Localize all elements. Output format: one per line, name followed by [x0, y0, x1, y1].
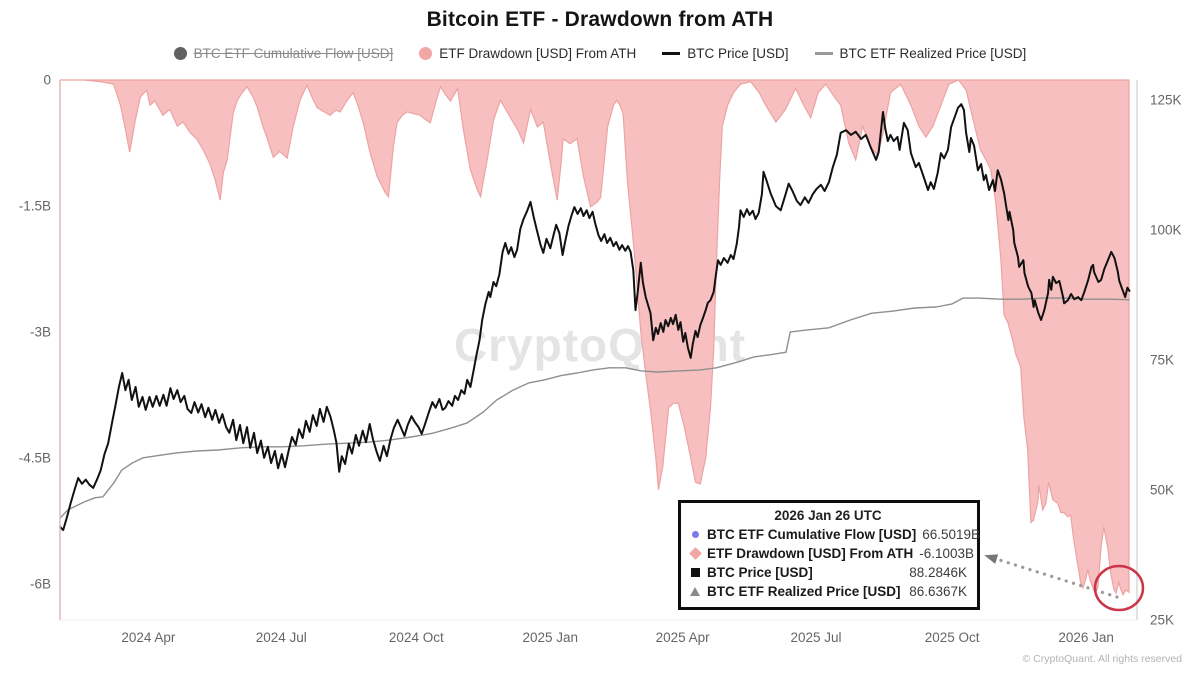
legend-item-label: ETF Drawdown [USD] From ATH — [439, 46, 637, 61]
x-axis-tick-label: 2024 Apr — [121, 630, 176, 645]
legend-item-realized-price[interactable]: BTC ETF Realized Price [USD] — [814, 46, 1027, 61]
legend-item-etf-drawdown[interactable]: ETF Drawdown [USD] From ATH — [419, 46, 636, 61]
tooltip-label: BTC ETF Cumulative Flow [USD] — [707, 527, 917, 542]
legend-item-btc-price[interactable]: BTC Price [USD] — [662, 46, 789, 61]
x-axis-tick-label: 2025 Apr — [656, 630, 711, 645]
annotation-arrowhead-icon — [984, 554, 999, 564]
tooltip-label: BTC Price [USD] — [707, 565, 813, 580]
copyright-notice: © CryptoQuant. All rights reserved — [1022, 653, 1182, 665]
tooltip-value: -6.1003B — [919, 546, 975, 561]
legend-line-icon — [662, 52, 681, 55]
x-axis-tick-label: 2024 Oct — [389, 630, 444, 645]
tooltip-value: 86.6367K — [909, 584, 967, 599]
legend-item-label: BTC Price [USD] — [687, 46, 789, 61]
tooltip-row: BTC ETF Realized Price [USD] 86.6367K — [689, 582, 967, 601]
legend-dot-icon — [419, 47, 433, 60]
x-axis-tick-label: 2024 Jul — [256, 630, 307, 645]
tooltip-value: 88.2846K — [909, 565, 967, 580]
right-axis-tick-label: 75K — [1150, 353, 1174, 368]
chart-title: Bitcoin ETF - Drawdown from ATH — [426, 8, 774, 31]
hover-tooltip: 2026 Jan 26 UTC BTC ETF Cumulative Flow … — [678, 500, 980, 610]
tooltip-value: 66.5019B — [922, 527, 981, 542]
right-axis-tick-label: 125K — [1150, 93, 1182, 108]
tooltip-date: 2026 Jan 26 UTC — [774, 508, 882, 523]
btc-price-line-series — [59, 103, 1131, 531]
left-axis-tick-label: 0 — [43, 73, 51, 88]
right-axis-tick-label: 100K — [1150, 223, 1182, 238]
drawdown-area-series — [60, 79, 1130, 597]
x-axis-tick-label: 2026 Jan — [1058, 630, 1114, 645]
left-axis-tick-label: -4.5B — [19, 450, 51, 465]
tooltip-label: ETF Drawdown [USD] From ATH — [707, 546, 914, 561]
right-axis-tick-label: 25K — [1150, 613, 1174, 628]
tooltip-row: BTC Price [USD] 88.2846K — [689, 563, 967, 582]
tooltip-row: ETF Drawdown [USD] From ATH -6.1003B — [688, 544, 974, 563]
dot-icon — [689, 531, 701, 538]
legend-item-label: BTC ETF Cumulative Flow [USD] — [193, 46, 394, 61]
legend-line-icon — [814, 52, 833, 55]
legend: BTC ETF Cumulative Flow [USD] ETF Drawdo… — [0, 46, 1200, 61]
legend-item-cumulative-flow[interactable]: BTC ETF Cumulative Flow [USD] — [173, 46, 394, 61]
tooltip-label: BTC ETF Realized Price [USD] — [707, 584, 901, 599]
annotation-highlight-circle — [1093, 564, 1145, 612]
diamond-icon — [688, 547, 702, 560]
legend-dot-icon — [173, 47, 187, 60]
left-axis-tick-label: -1.5B — [19, 198, 51, 213]
tooltip-row: BTC ETF Cumulative Flow [USD] 66.5019B — [689, 525, 980, 544]
square-icon — [689, 568, 701, 577]
x-axis-tick-label: 2025 Oct — [925, 630, 980, 645]
triangle-icon — [689, 587, 701, 596]
left-axis-tick-label: -6B — [30, 576, 51, 591]
x-axis-tick-label: 2025 Jan — [522, 630, 578, 645]
legend-item-label: BTC ETF Realized Price [USD] — [839, 46, 1027, 61]
left-axis-tick-label: -3B — [30, 324, 51, 339]
realized-price-line-series — [59, 297, 1130, 519]
x-axis-tick-label: 2025 Jul — [791, 630, 842, 645]
right-axis-tick-label: 50K — [1150, 483, 1174, 498]
